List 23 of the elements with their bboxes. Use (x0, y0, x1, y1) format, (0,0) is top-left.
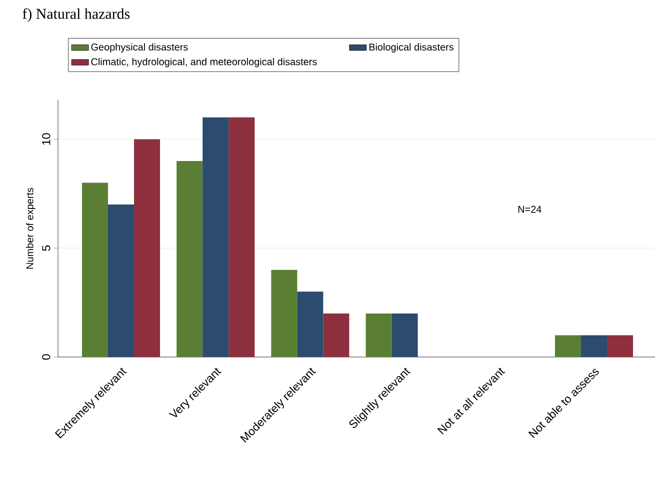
bar (202, 117, 229, 357)
bar (297, 292, 324, 357)
bar (392, 313, 418, 357)
bar (108, 204, 134, 357)
bar (366, 313, 392, 357)
bar (323, 313, 350, 357)
bar (134, 139, 160, 357)
bar (271, 270, 298, 357)
y-axis-title: Number of experts (26, 188, 36, 269)
bar (580, 335, 607, 357)
y-tick-label: 10 (42, 133, 50, 145)
y-tick-label: 5 (42, 245, 50, 251)
annotation: N=24 (518, 206, 542, 213)
legend-label: Climatic, hydrological, and meteorological disasters (91, 58, 317, 68)
bar (606, 335, 634, 357)
y-tick-label: 0 (42, 354, 50, 360)
bar (554, 335, 581, 357)
bar (228, 117, 255, 357)
legend-label: Geophysical disasters (91, 43, 188, 53)
bar (176, 160, 203, 357)
chart-title: f) Natural hazards (22, 8, 130, 22)
bar (82, 182, 108, 357)
legend-label: Biological disasters (369, 43, 454, 53)
